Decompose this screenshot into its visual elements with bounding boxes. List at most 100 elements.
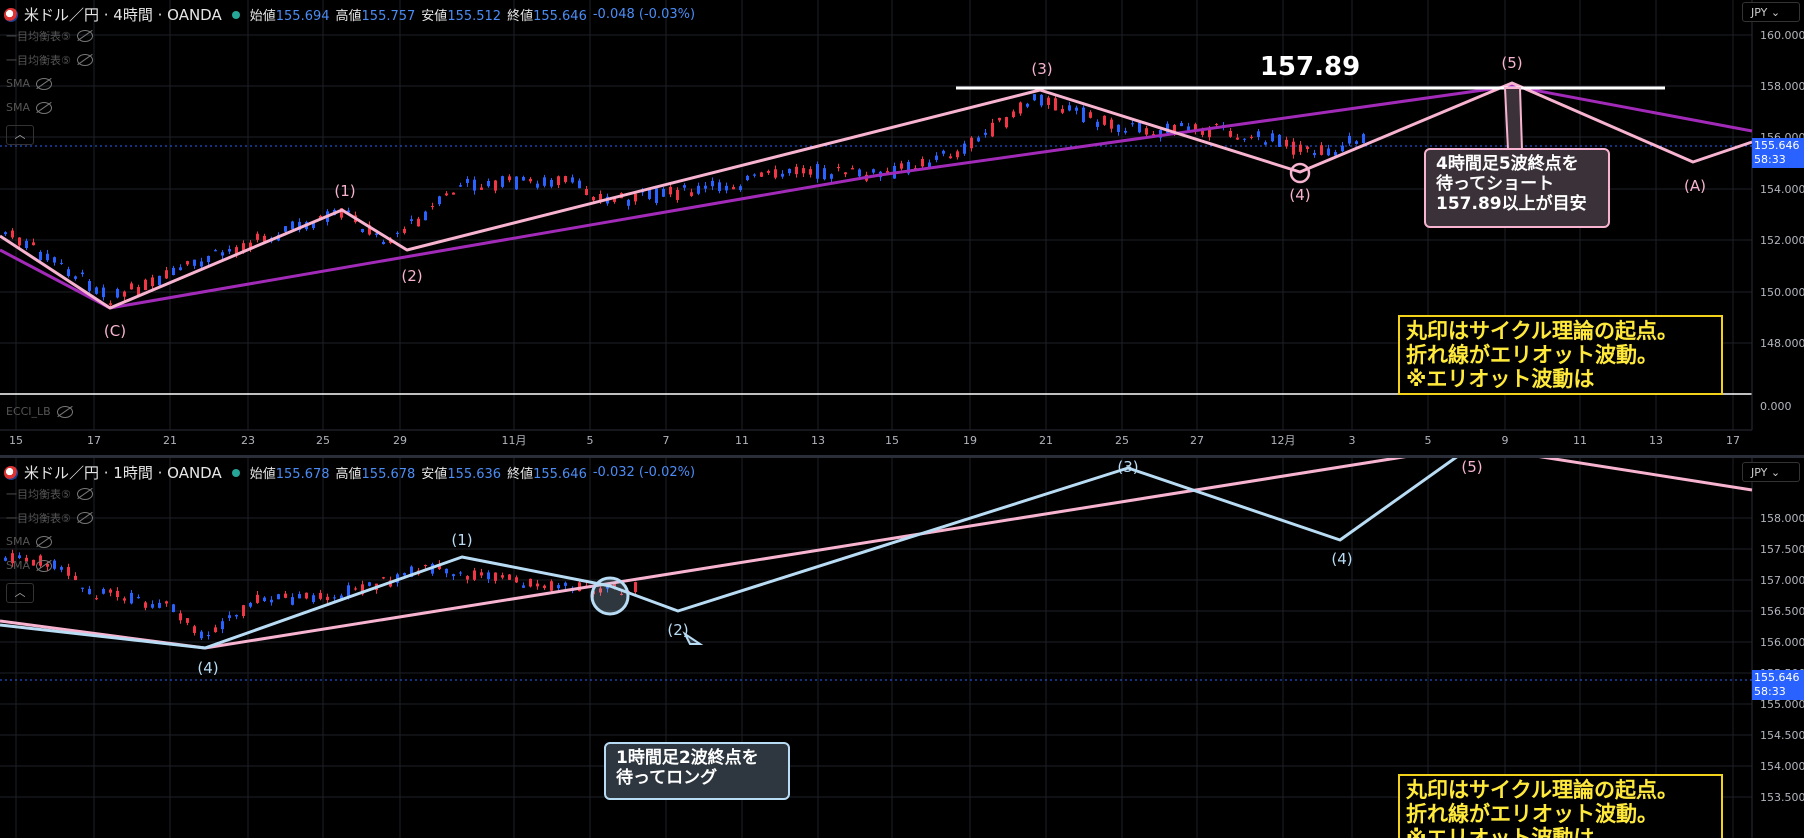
hidden-eye-icon[interactable] — [76, 488, 93, 500]
chart-canvas-1h[interactable]: 158.000157.500157.000156.500156.000155.5… — [0, 458, 1804, 838]
indicator-sma-1[interactable]: SMA — [6, 77, 52, 90]
candle — [130, 592, 133, 604]
candle — [249, 242, 252, 249]
indicator-ichimoku-2[interactable]: 一目均衡表⑤ — [6, 52, 93, 68]
candle — [368, 582, 371, 586]
symbol-title[interactable]: 米ドル／円 · 1時間 · OANDA — [24, 464, 222, 482]
time-tick: 19 — [963, 434, 977, 447]
candle — [459, 572, 462, 574]
candle — [438, 563, 441, 570]
candle — [417, 218, 420, 227]
candle — [116, 590, 119, 598]
candle — [557, 585, 560, 589]
currency-button[interactable]: JPY ⌄ — [1742, 462, 1800, 482]
candle — [851, 168, 854, 170]
candle — [564, 176, 567, 182]
candle — [214, 627, 217, 633]
ohlc-open: 始値155.678 — [249, 467, 330, 482]
price-tick: 154.000 — [1760, 183, 1804, 196]
candle — [676, 189, 679, 200]
candle — [382, 241, 385, 245]
collapse-indicators-button[interactable]: ︿ — [6, 125, 34, 145]
candle — [179, 613, 182, 621]
hidden-eye-icon[interactable] — [36, 535, 52, 548]
candle — [1208, 128, 1211, 138]
pane-separator[interactable] — [0, 455, 1804, 458]
elliott-channel-line — [0, 84, 1753, 310]
wave-label: (1) — [334, 182, 355, 200]
candle — [809, 169, 812, 175]
candle — [550, 179, 553, 187]
hidden-eye-icon[interactable] — [76, 54, 93, 66]
candle — [1033, 94, 1036, 101]
candle — [1194, 124, 1197, 132]
ohlc-open: 始値155.694 — [249, 9, 330, 24]
candle — [200, 631, 203, 639]
candle — [970, 137, 973, 149]
candle — [137, 596, 140, 599]
candle — [340, 208, 343, 218]
candle — [1012, 111, 1015, 118]
candle — [4, 232, 7, 235]
candle — [522, 176, 525, 181]
candle — [1243, 138, 1246, 140]
candle — [375, 233, 378, 235]
candle — [711, 180, 714, 187]
chart-pane-4h[interactable]: 160.000158.000156.000154.000152.000150.0… — [0, 0, 1804, 455]
wave-label: (2) — [667, 621, 688, 639]
candle — [151, 277, 154, 287]
candle — [361, 584, 364, 595]
candle — [795, 166, 798, 175]
candle — [886, 171, 889, 173]
symbol-title[interactable]: 米ドル／円 · 4時間 · OANDA — [24, 6, 222, 24]
hidden-eye-icon[interactable] — [56, 405, 73, 418]
candle — [214, 250, 217, 252]
time-tick: 29 — [393, 434, 407, 447]
hidden-eye-icon[interactable] — [76, 512, 93, 524]
collapse-indicators-button[interactable]: ︿ — [6, 583, 34, 603]
candle — [1299, 144, 1302, 152]
candle — [53, 257, 56, 263]
time-tick: 5 — [587, 434, 594, 447]
indicator-sma-2[interactable]: SMA — [6, 559, 52, 572]
indicator-sma-1[interactable]: SMA — [6, 535, 52, 548]
candle — [445, 568, 448, 574]
chart-pane-1h[interactable]: 158.000157.500157.000156.500156.000155.5… — [0, 458, 1804, 838]
chart-canvas-4h[interactable]: 160.000158.000156.000154.000152.000150.0… — [0, 0, 1804, 455]
candle — [46, 253, 49, 261]
time-tick: 11月 — [502, 434, 527, 447]
candle — [305, 592, 308, 599]
hidden-eye-icon[interactable] — [76, 30, 93, 42]
candle — [781, 173, 784, 177]
candle — [907, 161, 910, 174]
candle — [872, 169, 875, 173]
wave-label: (4) — [1331, 550, 1352, 568]
candle — [200, 261, 203, 267]
candle — [368, 225, 371, 235]
candle — [1089, 112, 1092, 118]
indicator-ichimoku-1[interactable]: 一目均衡表⑤ — [6, 486, 93, 502]
indicator-ichimoku-2[interactable]: 一目均衡表⑤ — [6, 510, 93, 526]
hidden-eye-icon[interactable] — [36, 101, 52, 114]
currency-button[interactable]: JPY ⌄ — [1742, 2, 1800, 22]
candle — [228, 615, 231, 618]
indicator-ecci[interactable]: ECCI_LB — [6, 405, 73, 418]
candle — [487, 572, 490, 580]
time-tick: 13 — [811, 434, 825, 447]
candle — [956, 151, 959, 158]
candle — [1124, 130, 1127, 133]
candle — [1019, 102, 1022, 114]
candle — [74, 276, 77, 279]
wave-label: (4) — [1289, 186, 1310, 204]
candle — [207, 255, 210, 263]
candle — [25, 240, 28, 248]
candle — [1040, 94, 1043, 106]
indicator-ichimoku-1[interactable]: 一目均衡表⑤ — [6, 28, 93, 44]
candle — [228, 249, 231, 252]
hidden-eye-icon[interactable] — [36, 77, 52, 90]
hidden-eye-icon[interactable] — [36, 559, 52, 572]
time-tick: 25 — [316, 434, 330, 447]
candle — [1005, 117, 1008, 128]
indicator-sma-2[interactable]: SMA — [6, 101, 52, 114]
candle — [130, 283, 133, 290]
